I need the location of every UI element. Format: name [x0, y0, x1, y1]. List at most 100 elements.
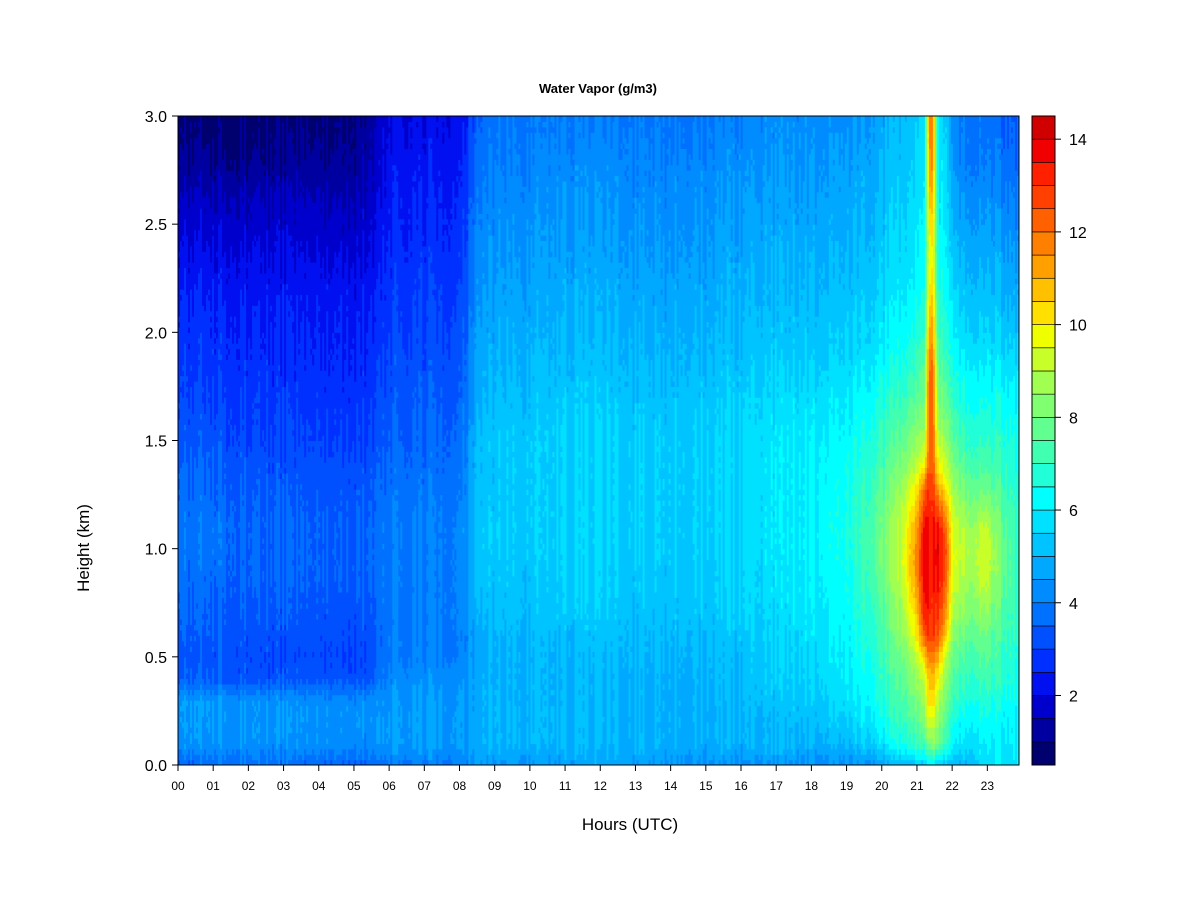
heatmap-cell — [366, 191, 369, 258]
heatmap-cell — [294, 748, 297, 765]
heatmap-cell — [546, 326, 550, 333]
heatmap-cell — [474, 332, 477, 339]
heatmap-cell — [350, 364, 353, 371]
heatmap-cell — [342, 278, 345, 382]
heatmap-cell — [382, 602, 385, 669]
heatmap-cell — [308, 132, 311, 139]
heatmap-cell — [326, 689, 329, 707]
heatmap-cell — [696, 667, 700, 680]
heatmap-cell — [198, 121, 201, 128]
heatmap-cell — [308, 581, 311, 588]
heatmap-cell — [222, 494, 225, 588]
heatmap-cell — [714, 737, 718, 765]
heatmap-cell — [444, 532, 447, 539]
heatmap-cell — [612, 478, 616, 485]
heatmap-cell — [208, 700, 211, 712]
heatmap-cell — [302, 759, 305, 765]
heatmap-cell — [668, 673, 672, 680]
heatmap-cell — [460, 116, 463, 166]
heatmap-cell — [418, 278, 421, 290]
heatmap-cell — [494, 283, 497, 377]
heatmap-cell — [242, 494, 245, 501]
heatmap-cell — [434, 591, 437, 598]
heatmap-cell — [582, 359, 586, 507]
heatmap-cell — [214, 510, 217, 517]
heatmap-cell — [560, 559, 564, 566]
heatmap-cell — [714, 213, 718, 312]
heatmap-cell — [714, 721, 718, 739]
heatmap-cell — [210, 262, 213, 312]
heatmap-cell — [664, 424, 668, 566]
heatmap-cell — [586, 618, 590, 625]
heatmap-cell — [184, 759, 187, 765]
heatmap-cell — [436, 472, 439, 669]
heatmap-cell — [494, 159, 497, 285]
heatmap-cell — [448, 445, 451, 452]
heatmap-cell — [444, 705, 447, 712]
heatmap-cell — [544, 656, 548, 663]
heatmap-cell — [204, 494, 207, 577]
heatmap-cell — [674, 748, 678, 765]
heatmap-cell — [444, 116, 447, 209]
heatmap-cell — [194, 116, 197, 123]
heatmap-cell — [250, 451, 253, 534]
heatmap-cell — [486, 597, 489, 609]
heatmap-cell — [336, 683, 339, 696]
heatmap-cell — [502, 759, 505, 765]
heatmap-cell — [384, 754, 387, 765]
heatmap-cell — [712, 278, 716, 377]
heatmap-cell — [188, 343, 191, 350]
heatmap-cell — [326, 737, 329, 744]
heatmap-cell — [516, 618, 519, 625]
heatmap-cell — [422, 483, 425, 663]
heatmap-cell — [728, 180, 732, 252]
heatmap-cell — [196, 721, 199, 728]
heatmap-cell — [436, 137, 439, 241]
heatmap-cell — [180, 716, 183, 723]
heatmap-cell — [628, 510, 632, 528]
heatmap-cell — [252, 305, 255, 404]
heatmap-cell — [538, 424, 542, 431]
heatmap-cell — [636, 186, 640, 193]
heatmap-cell — [586, 381, 590, 388]
heatmap-cell — [486, 310, 489, 317]
heatmap-cell — [208, 397, 211, 404]
heatmap-cell — [286, 175, 289, 225]
heatmap-cell — [388, 126, 391, 133]
heatmap-cell — [512, 321, 515, 328]
heatmap-cell — [520, 116, 524, 177]
heatmap-cell — [230, 159, 233, 166]
heatmap-cell — [366, 353, 369, 447]
heatmap-cell — [184, 267, 187, 344]
heatmap-cell — [652, 629, 656, 755]
heatmap-cell — [354, 299, 357, 382]
heatmap-cell — [728, 175, 732, 182]
heatmap-cell — [346, 305, 349, 312]
heatmap-cell — [526, 451, 530, 469]
heatmap-cell — [518, 667, 521, 674]
heatmap-cell — [644, 153, 648, 160]
heatmap-cell — [224, 689, 227, 712]
heatmap-cell — [274, 321, 277, 328]
heatmap-cell — [584, 381, 588, 398]
heatmap-cell — [706, 559, 710, 712]
heatmap-cell — [566, 391, 570, 625]
heatmap-cell — [416, 337, 419, 344]
heatmap-cell — [680, 375, 684, 647]
heatmap-cell — [308, 435, 311, 442]
heatmap-cell — [542, 240, 546, 328]
heatmap-cell — [182, 245, 185, 290]
heatmap-cell — [358, 489, 361, 496]
heatmap-cell — [714, 180, 718, 187]
heatmap-cell — [530, 326, 534, 333]
heatmap-cell — [572, 153, 576, 160]
heatmap-cell — [322, 543, 325, 550]
heatmap-cell — [600, 197, 604, 204]
heatmap-cell — [370, 489, 373, 501]
heatmap-cell — [668, 116, 672, 128]
heatmap-cell — [364, 732, 367, 761]
heatmap-cell — [506, 483, 509, 496]
heatmap-cell — [178, 321, 181, 328]
heatmap-cell — [278, 700, 281, 744]
